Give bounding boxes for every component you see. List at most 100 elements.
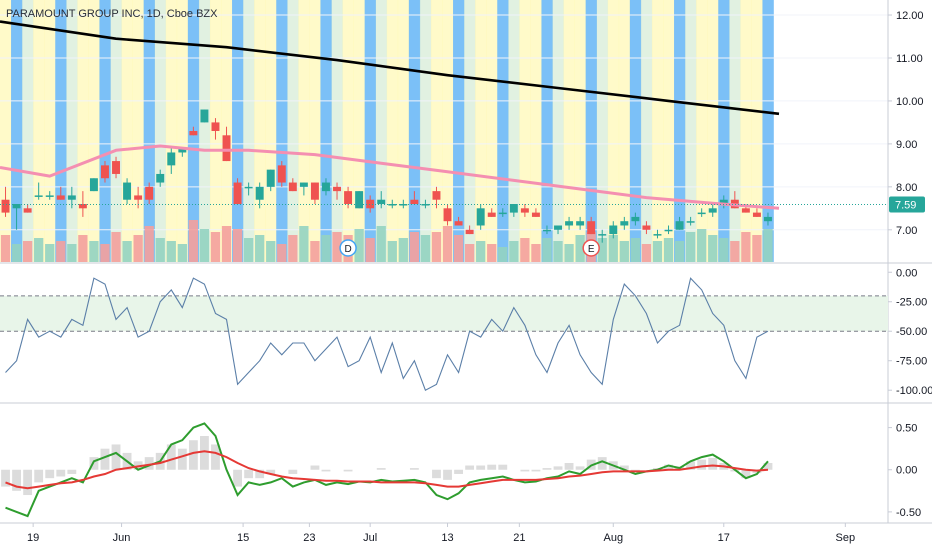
candle-body — [487, 212, 496, 217]
candle-body — [189, 131, 198, 136]
candle-body — [454, 221, 463, 226]
momentum-histogram-bar — [686, 461, 696, 470]
macd_fast-line — [5, 422, 769, 518]
y-tick-label: -100.00 — [896, 385, 932, 397]
day-band — [0, 0, 12, 262]
candle-body — [708, 208, 717, 213]
momentum-histogram-bar — [575, 466, 585, 470]
candle-body — [664, 229, 673, 232]
day-band — [740, 0, 752, 262]
candle-body — [763, 216, 772, 222]
momentum-histogram-bar — [34, 469, 44, 483]
y-tick-label: -50.00 — [896, 326, 927, 338]
volume-bar — [34, 238, 44, 262]
y-tick-label: 0.50 — [896, 423, 917, 435]
day-band — [541, 0, 553, 262]
volume-bar — [89, 241, 99, 262]
short_ma-line — [0, 144, 780, 210]
y-tick-label: 10.00 — [896, 96, 924, 108]
day-band — [375, 0, 388, 262]
candle-body — [277, 165, 286, 183]
candle-body — [476, 208, 485, 226]
momentum-histogram-bar — [432, 469, 441, 479]
event-label: D — [344, 244, 351, 255]
volume-bar — [166, 241, 176, 262]
day-band — [663, 0, 675, 262]
oscillator-line — [5, 277, 769, 391]
momentum-histogram-bar — [89, 457, 99, 470]
momentum-histogram-bar — [741, 469, 751, 479]
day-band — [475, 0, 487, 262]
volume-bar — [564, 244, 574, 262]
day-band — [198, 0, 211, 262]
day-band — [563, 0, 575, 262]
volume-bars — [0, 220, 773, 262]
momentum-pane — [1, 422, 773, 518]
candle-body — [653, 234, 662, 236]
volume-bar — [0, 235, 11, 262]
candlesticks — [1, 109, 772, 243]
moving-average-lines — [0, 20, 888, 210]
last-price-tag — [889, 196, 925, 213]
candle-body — [631, 216, 640, 222]
x-tick-label: Sep — [836, 532, 856, 544]
day-band — [497, 0, 509, 262]
momentum-histogram-bar — [244, 469, 254, 479]
candle-body — [355, 191, 364, 209]
day-band — [651, 0, 664, 262]
volume-bar — [133, 235, 143, 262]
volume-bar — [431, 232, 442, 262]
momentum-histogram-bar — [23, 469, 33, 496]
momentum-histogram-bar — [200, 436, 209, 470]
momentum-histogram-bar — [597, 457, 607, 470]
volume-bar — [243, 238, 254, 262]
y-tick-label: 0.00 — [896, 267, 917, 279]
day-band — [486, 0, 498, 262]
momentum-histogram-bar — [12, 469, 21, 491]
y-tick-label: 8.00 — [896, 182, 917, 194]
day-band — [88, 0, 100, 262]
volume-bar — [498, 247, 508, 262]
day-band — [66, 0, 78, 262]
candle-body — [266, 169, 275, 187]
day-band — [44, 0, 56, 262]
volume-bar — [22, 241, 33, 262]
momentum-histogram-bar — [56, 469, 66, 477]
x-tick-label: 15 — [237, 532, 249, 544]
volume-bar — [255, 235, 265, 262]
momentum-histogram-bar — [443, 469, 452, 480]
event-label: E — [588, 244, 595, 255]
day-band — [342, 0, 354, 262]
volume-bar — [641, 244, 652, 262]
symbol-title: PARAMOUNT GROUP INC, 1D, Cboe BZX — [6, 8, 218, 20]
volume-bar — [442, 226, 453, 262]
day-band — [442, 0, 454, 262]
candle-body — [244, 186, 253, 189]
price-axes: 12.00 11.00 10.00 9.00 8.00 7.00 0.00 -25.00 -50… — [888, 10, 932, 519]
volume-bar — [45, 244, 55, 262]
day-band — [364, 0, 376, 262]
candle-body — [509, 204, 518, 213]
day-band — [265, 0, 277, 262]
volume-bar — [232, 229, 243, 262]
momentum-histogram-bar — [255, 469, 265, 479]
volume-bar — [199, 229, 210, 262]
volume-bar — [376, 226, 386, 262]
day-band — [408, 0, 421, 262]
volume-bar — [542, 238, 552, 262]
day-band — [243, 0, 255, 262]
day-band — [751, 0, 763, 262]
volume-bar — [144, 226, 154, 262]
y-tick-label: -25.00 — [896, 297, 927, 309]
volume-bar — [288, 235, 298, 262]
momentum-histogram-bar — [144, 457, 154, 470]
momentum-histogram-bar — [45, 469, 55, 479]
volume-bar — [155, 238, 165, 262]
candle-body — [1, 199, 10, 213]
volume-bar — [277, 244, 287, 262]
volume-bar — [56, 241, 66, 262]
volume-bar — [365, 238, 375, 262]
